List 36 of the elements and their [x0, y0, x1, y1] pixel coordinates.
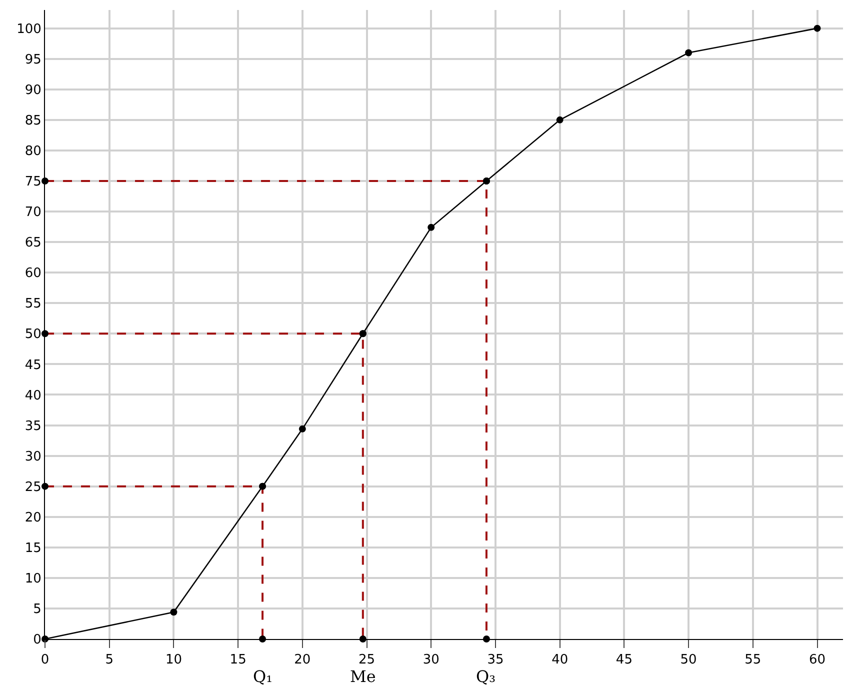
y-tick-label: 80	[24, 144, 42, 160]
x-tick-label: 50	[680, 652, 697, 668]
x-tick-label: 45	[616, 652, 632, 668]
y-tick-label: 85	[24, 113, 42, 128]
annotation: Q₁	[253, 667, 273, 686]
y-tick-label: 75	[24, 174, 42, 190]
x-tick-label: 15	[230, 652, 246, 668]
x-tick-label: 5	[105, 652, 114, 668]
x-tick-label: 20	[294, 652, 311, 668]
y-tick-label: 0	[33, 632, 42, 648]
y-tick-label: 70	[24, 205, 42, 220]
y-tick-label: 25	[24, 480, 42, 495]
y-tick-label: 90	[24, 82, 42, 98]
y-tick-label: 30	[24, 449, 42, 464]
y-tick-label: 100	[16, 22, 42, 37]
y-tick-label: 50	[24, 327, 42, 342]
y-tick-label: 45	[24, 358, 42, 373]
x-tick-label: 30	[422, 652, 440, 668]
x-tick-label: 25	[358, 652, 376, 668]
annotation: Me	[350, 667, 376, 686]
y-tick-label: 5	[33, 602, 42, 618]
y-tick-label: 95	[24, 52, 42, 68]
y-tick-label: 40	[24, 388, 42, 404]
y-tick-label: 10	[24, 571, 42, 586]
annotation: Q₃	[476, 667, 496, 686]
x-tick-label: 55	[744, 652, 762, 668]
y-tick-label: 55	[24, 296, 42, 312]
x-tick-label: 35	[487, 652, 504, 668]
y-tick-label: 65	[24, 236, 42, 251]
x-tick-label: 40	[552, 652, 568, 668]
y-tick-label: 15	[24, 540, 42, 556]
x-tick-label: 10	[165, 652, 182, 668]
x-tick-label: 60	[808, 652, 826, 668]
y-tick-label: 60	[24, 266, 42, 282]
y-tick-label: 20	[24, 510, 42, 526]
y-tick-label: 35	[24, 418, 42, 434]
